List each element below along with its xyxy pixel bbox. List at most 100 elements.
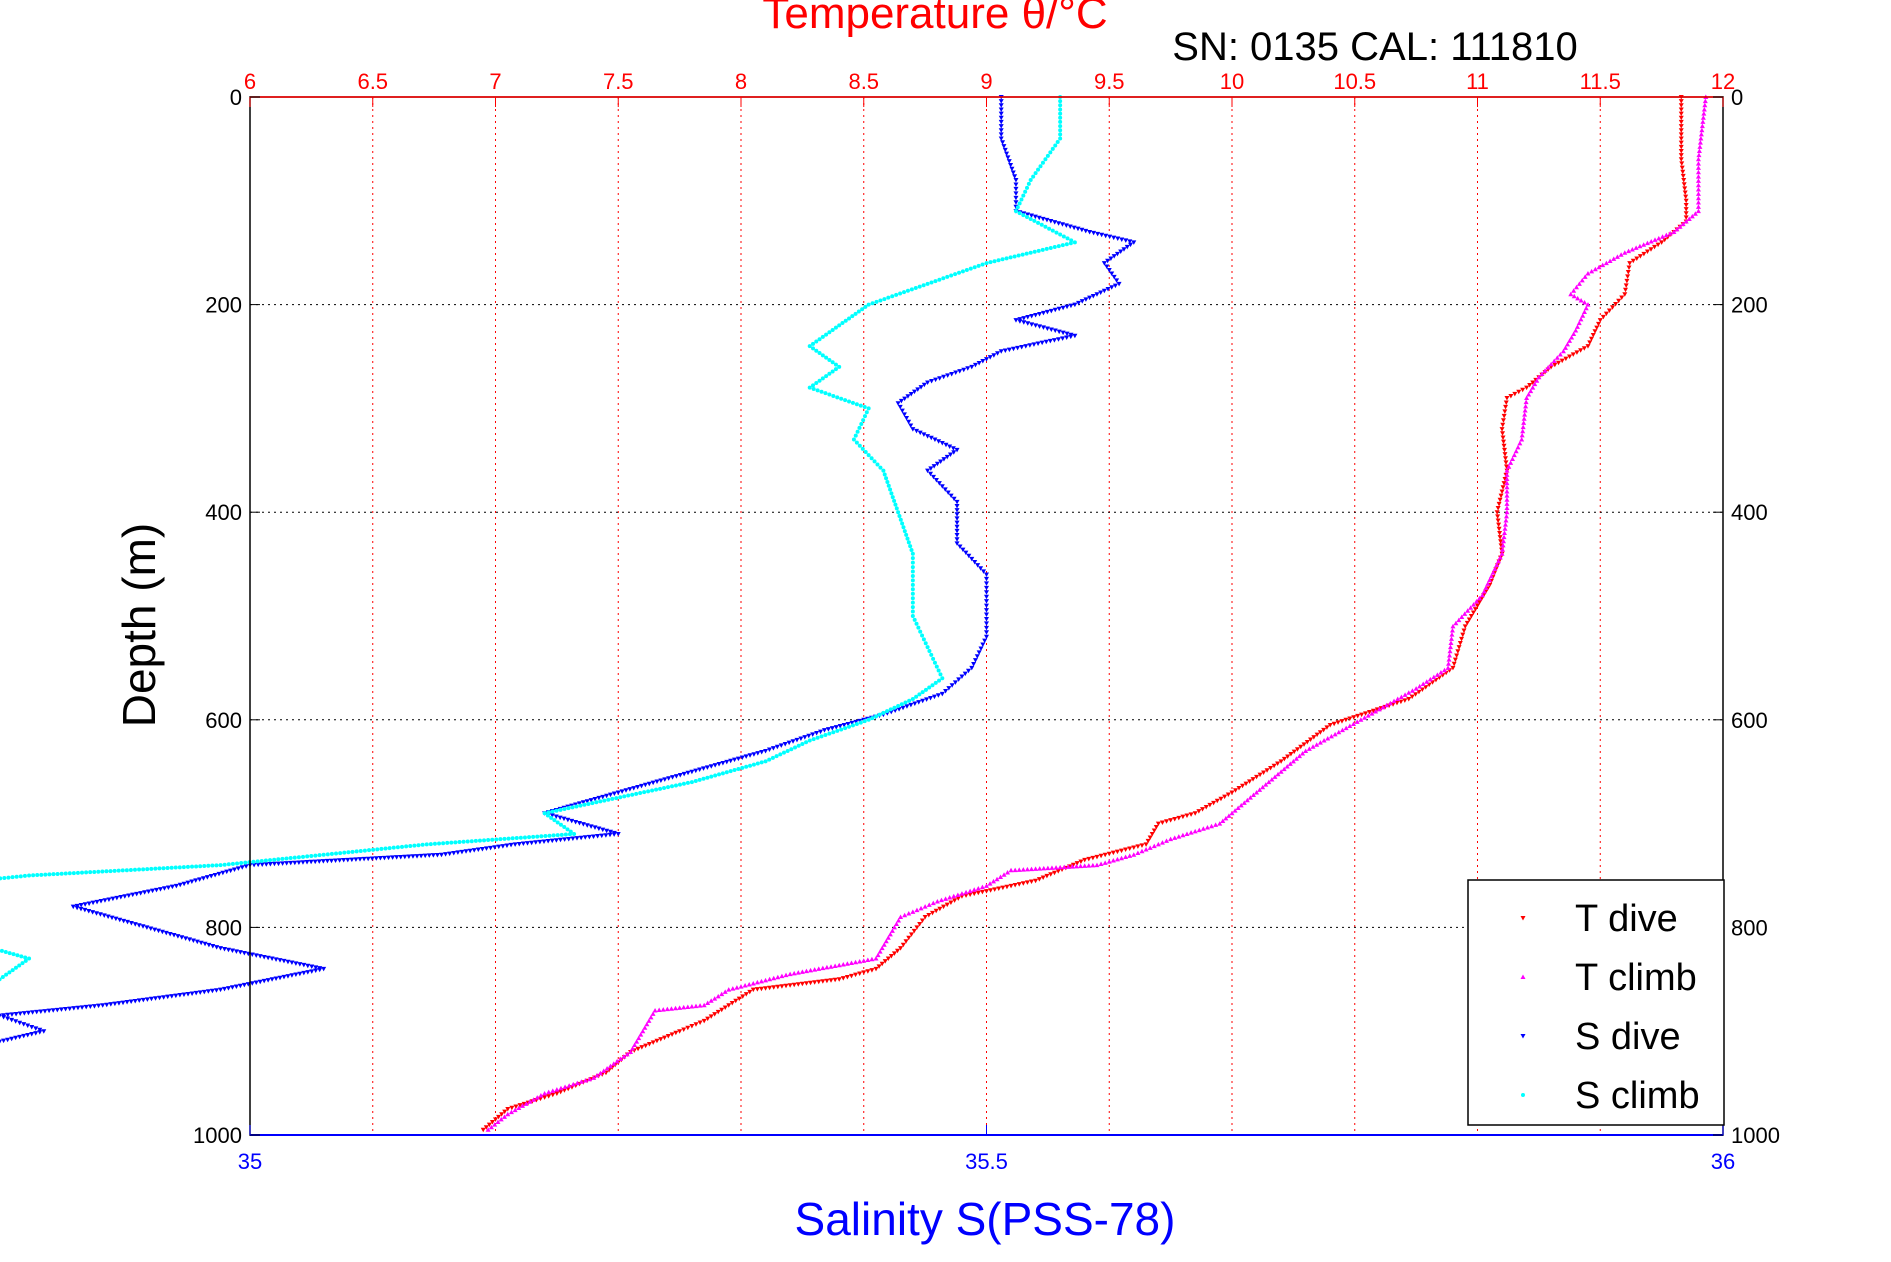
data-point bbox=[1699, 123, 1705, 129]
data-point bbox=[758, 978, 764, 984]
data-point bbox=[7, 951, 12, 956]
data-point bbox=[814, 381, 819, 386]
data-point bbox=[840, 321, 845, 326]
data-point bbox=[1515, 444, 1521, 450]
data-point bbox=[156, 928, 162, 934]
data-point bbox=[153, 866, 158, 871]
data-point bbox=[783, 983, 789, 989]
data-point bbox=[1426, 682, 1432, 688]
data-point bbox=[746, 981, 752, 987]
data-point bbox=[954, 520, 960, 526]
data-point bbox=[181, 865, 186, 870]
data-point bbox=[284, 856, 289, 861]
data-point bbox=[128, 999, 134, 1004]
data-point bbox=[268, 858, 273, 863]
data-point bbox=[181, 881, 187, 887]
data-point bbox=[505, 1107, 511, 1112]
data-point bbox=[888, 953, 894, 959]
data-point bbox=[1663, 232, 1669, 238]
data-point bbox=[817, 337, 822, 342]
data-point bbox=[807, 738, 812, 743]
data-point bbox=[1078, 859, 1084, 865]
data-point bbox=[1324, 725, 1330, 730]
data-point bbox=[292, 855, 297, 860]
data-point bbox=[1159, 840, 1165, 845]
data-point bbox=[138, 891, 144, 896]
data-point bbox=[858, 403, 863, 408]
data-point bbox=[1, 1038, 7, 1044]
data-point bbox=[1017, 319, 1023, 324]
data-point bbox=[933, 279, 938, 284]
data-point bbox=[555, 820, 560, 825]
data-point bbox=[811, 387, 816, 392]
data-point bbox=[963, 893, 969, 898]
data-point bbox=[937, 906, 943, 912]
data-point bbox=[1504, 493, 1510, 498]
data-point bbox=[824, 355, 829, 360]
data-point bbox=[658, 786, 663, 791]
data-point bbox=[980, 262, 985, 267]
data-point bbox=[112, 868, 117, 873]
data-point bbox=[910, 591, 915, 596]
data-point bbox=[1033, 171, 1038, 176]
data-point bbox=[1450, 665, 1456, 671]
data-point bbox=[893, 502, 898, 507]
data-point bbox=[1172, 835, 1178, 840]
data-point bbox=[353, 857, 359, 862]
data-point bbox=[998, 874, 1004, 879]
data-point bbox=[1321, 738, 1327, 743]
data-point bbox=[1054, 230, 1059, 235]
depth-tick-label: 400 bbox=[205, 500, 242, 525]
data-point bbox=[1506, 464, 1512, 469]
data-point bbox=[1017, 211, 1022, 216]
data-point bbox=[1679, 165, 1685, 171]
data-point bbox=[1052, 307, 1058, 313]
data-point bbox=[179, 935, 185, 940]
data-point bbox=[273, 957, 279, 962]
data-point bbox=[59, 871, 64, 876]
data-point bbox=[86, 909, 92, 914]
data-point bbox=[969, 364, 975, 370]
data-point bbox=[1304, 739, 1310, 745]
data-point bbox=[814, 348, 819, 353]
data-point bbox=[371, 847, 376, 852]
data-point bbox=[1571, 293, 1577, 299]
data-point bbox=[124, 868, 129, 873]
data-point bbox=[136, 998, 142, 1003]
data-point bbox=[606, 797, 611, 802]
data-point bbox=[265, 955, 271, 961]
data-point bbox=[445, 840, 450, 845]
data-point bbox=[202, 941, 208, 947]
data-point bbox=[1468, 605, 1474, 610]
data-point bbox=[1149, 831, 1155, 837]
data-point bbox=[189, 991, 195, 996]
data-point bbox=[1218, 796, 1224, 802]
data-point bbox=[14, 874, 19, 879]
data-point bbox=[927, 685, 932, 690]
data-point bbox=[640, 1028, 646, 1034]
data-point bbox=[580, 800, 586, 805]
data-point bbox=[771, 985, 777, 990]
data-point bbox=[895, 948, 901, 954]
data-point bbox=[1695, 165, 1701, 170]
data-point bbox=[967, 892, 973, 898]
data-point bbox=[1597, 318, 1603, 323]
data-point bbox=[25, 1010, 31, 1016]
data-point bbox=[861, 970, 867, 975]
data-point bbox=[1019, 197, 1024, 202]
data-point bbox=[1417, 683, 1423, 689]
data-point bbox=[885, 956, 891, 962]
data-point bbox=[677, 772, 683, 778]
data-point bbox=[218, 987, 224, 993]
data-point bbox=[144, 925, 150, 930]
data-point bbox=[754, 987, 760, 992]
data-point bbox=[1504, 476, 1510, 481]
data-point bbox=[840, 976, 846, 981]
data-point bbox=[954, 541, 960, 546]
data-point bbox=[1040, 216, 1046, 222]
data-point bbox=[926, 912, 932, 918]
data-point bbox=[1462, 611, 1468, 616]
data-point bbox=[148, 996, 154, 1002]
data-point bbox=[1028, 213, 1034, 219]
data-point bbox=[1172, 816, 1178, 822]
